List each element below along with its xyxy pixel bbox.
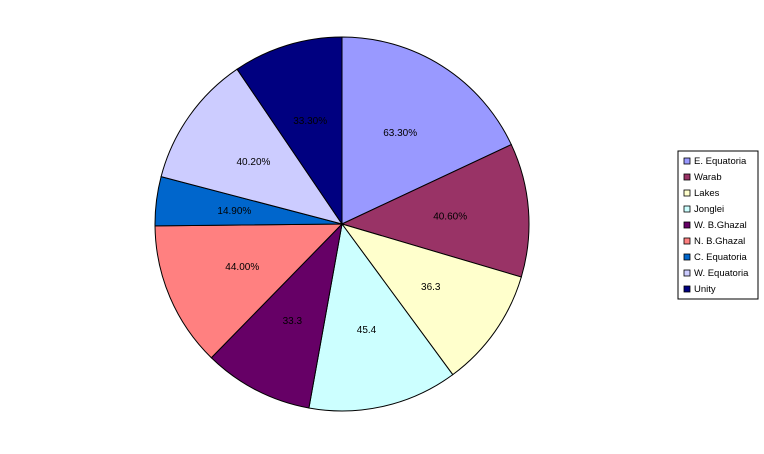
pie-slice-unity: [236, 36, 343, 226]
legend-label-c-equatoria: C. Equatoria: [694, 252, 748, 263]
legend-label-lakes: Lakes: [694, 188, 720, 199]
pie-slice-w-b-ghazal: [210, 222, 343, 409]
legend-label-w-b-ghazal: W. B.Ghazal: [694, 220, 747, 231]
legend-label-w-equatoria: W. Equatoria: [694, 268, 749, 279]
legend-swatch-n-b-ghazal: [683, 237, 691, 245]
legend-swatch-c-equatoria: [683, 253, 691, 261]
legend-box: [677, 150, 759, 300]
pie-slices: [154, 36, 530, 412]
pie-slice-lakes: [340, 223, 522, 376]
pie-data-labels: 63.30% 40.60% 36.3 45.4 33.3 44.00% 14.90% 40.2…: [217, 116, 467, 336]
data-label-jonglei: 45.4: [357, 325, 377, 336]
pie-slice-warab: [340, 143, 530, 278]
pie-slice-n-b-ghazal: [154, 223, 344, 359]
legend-swatch-warab: [683, 173, 691, 181]
legend-swatch-e-equatoria: [683, 157, 691, 165]
legend-label-warab: Warab: [694, 172, 722, 183]
pie-slice-jonglei: [308, 222, 454, 412]
legend-swatch-jonglei: [683, 205, 691, 213]
legend-swatch-lakes: [683, 189, 691, 197]
data-label-w-equatoria: 40.20%: [236, 157, 270, 168]
data-label-w-b-ghazal: 33.3: [283, 316, 303, 327]
data-label-lakes: 36.3: [421, 282, 441, 293]
data-label-e-equatoria: 63.30%: [383, 128, 417, 139]
legend-items: E. Equatoria Warab Lakes Jonglei W. B.Ghazal…: [683, 156, 749, 295]
legend-label-unity: Unity: [694, 284, 716, 295]
legend-swatch-w-b-ghazal: [683, 221, 691, 229]
legend-label-jonglei: Jonglei: [694, 204, 724, 215]
data-label-n-b-ghazal: 44.00%: [225, 262, 259, 273]
data-label-c-equatoria: 14.90%: [217, 206, 251, 217]
data-label-unity: 33.30%: [293, 116, 327, 127]
legend-label-n-b-ghazal: N. B.Ghazal: [694, 236, 745, 247]
data-label-warab: 40.60%: [433, 211, 467, 222]
pie-slice-e-equatoria: [341, 36, 512, 225]
pie-slice-w-equatoria: [160, 68, 344, 225]
legend: E. Equatoria Warab Lakes Jonglei W. B.Ghazal…: [677, 150, 759, 300]
legend-swatch-unity: [683, 285, 691, 293]
legend-swatch-w-equatoria: [683, 269, 691, 277]
legend-label-e-equatoria: E. Equatoria: [694, 156, 747, 167]
